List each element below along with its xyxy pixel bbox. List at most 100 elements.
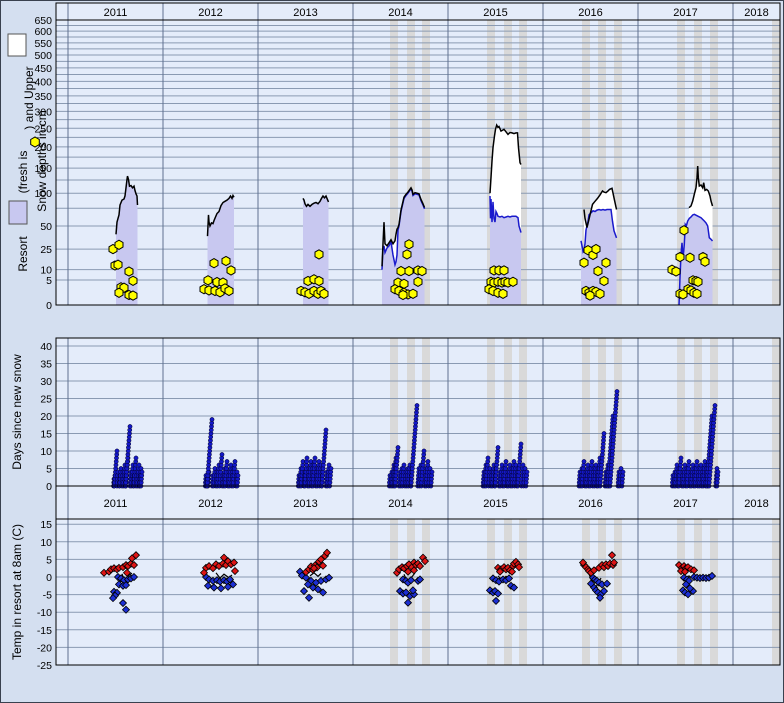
fresh-snow-marker	[408, 288, 418, 299]
temp-point-blue	[415, 575, 425, 584]
snow-tick-label: 5	[46, 275, 52, 287]
temp-connector-line	[309, 572, 322, 578]
days-since-snow-point	[614, 389, 620, 394]
fresh-snow-marker	[685, 252, 695, 263]
fresh-snow-marker	[114, 287, 124, 298]
days-since-snow-point	[678, 455, 684, 461]
fresh-snow-marker	[601, 257, 611, 268]
holiday-band	[772, 338, 780, 486]
fresh-snow-marker	[499, 265, 509, 276]
holiday-band	[582, 20, 590, 305]
holiday-band	[677, 338, 685, 486]
fresh-snow-marker	[417, 265, 427, 277]
holiday-band	[772, 20, 780, 305]
temp-point-blue	[209, 583, 219, 592]
snow-tick-label: 25	[40, 244, 52, 256]
temp-point-blue	[228, 580, 238, 589]
fresh-snow-marker	[224, 285, 234, 297]
holiday-band	[390, 519, 398, 665]
days-since-snow-point	[114, 448, 120, 454]
holiday-band	[422, 519, 430, 665]
temp-point-blue	[707, 571, 717, 581]
temp-point-blue	[225, 575, 235, 584]
holiday-band	[407, 20, 415, 305]
days-since-snow-point	[429, 469, 435, 475]
holiday-band	[614, 338, 622, 486]
days-since-snow-point	[136, 462, 142, 468]
temp-point-blue	[403, 598, 413, 607]
holiday-band	[598, 20, 606, 305]
holiday-band	[614, 519, 622, 665]
temp-point-blue	[121, 605, 131, 614]
year-label-top: 2013	[293, 7, 317, 19]
days-tick-label: 30	[40, 376, 52, 388]
temp-point-red	[129, 560, 139, 570]
fresh-snow-marker	[404, 239, 414, 250]
resort-snow-line	[580, 208, 618, 254]
holiday-band	[407, 338, 415, 486]
resort-snow-line	[206, 193, 235, 237]
fresh-snow-marker	[209, 258, 219, 269]
fresh-snow-marker	[221, 255, 231, 267]
temp-point-red	[122, 568, 132, 577]
fresh-snow-marker	[413, 276, 423, 287]
holiday-band	[582, 519, 590, 665]
days-since-snow-point	[401, 462, 407, 468]
temp-point-red	[127, 554, 137, 563]
year-label-top: 2016	[578, 7, 602, 19]
fresh-snow-marker	[678, 289, 688, 300]
year-label-top: 2018	[744, 7, 768, 19]
fresh-snow-marker	[314, 249, 324, 260]
days-since-snow-point	[414, 403, 420, 408]
temp-panel-bg	[56, 519, 780, 665]
fresh-snow-marker	[508, 276, 518, 287]
holiday-band	[694, 519, 702, 665]
temp-point-blue	[121, 581, 131, 590]
fresh-snow-marker	[675, 251, 685, 263]
days-since-snow-point	[485, 455, 491, 461]
fresh-snow-marker	[700, 256, 710, 267]
temp-tick-label: -10	[37, 607, 52, 619]
panel-frame	[55, 518, 781, 666]
snow-panel	[108, 123, 714, 306]
days-since-snow-point	[326, 462, 332, 468]
temp-point-blue	[595, 593, 605, 602]
holiday-band	[694, 338, 702, 486]
temp-point-red	[230, 566, 240, 576]
resort-snow-area	[382, 188, 425, 305]
tick-labels: 0510255010015020025030035040045050055060…	[34, 15, 52, 672]
holiday-band	[710, 519, 718, 665]
resort-snow-line	[489, 195, 522, 233]
temp-point-red	[309, 564, 319, 573]
temp-point-blue	[108, 594, 118, 603]
snow-tick-label: 550	[34, 38, 52, 50]
days-ylabel: Days since new snow	[10, 354, 24, 470]
temp-point-blue	[313, 585, 323, 594]
days-since-snow-point	[395, 445, 401, 450]
days-tick-label: 40	[40, 341, 52, 353]
holiday-band	[519, 338, 527, 486]
holiday-band	[519, 519, 527, 665]
holiday-band	[710, 20, 718, 305]
holiday-band	[390, 338, 398, 486]
days-since-snow-point	[427, 466, 433, 471]
days-since-snow-point	[304, 455, 310, 461]
days-since-snow-point	[524, 469, 530, 475]
days-since-snow-point	[209, 417, 215, 422]
resort-snow-line	[302, 194, 330, 208]
days-since-snow-point	[712, 403, 718, 408]
year-label-top: 2011	[104, 7, 128, 19]
temp-point-blue	[303, 580, 313, 589]
temp-point-red	[420, 557, 430, 566]
holiday-band	[772, 519, 780, 665]
days-since-snow-point	[520, 462, 526, 468]
snow-ylabel-fresh: (fresh is	[16, 151, 30, 194]
snow-tick-label: 600	[34, 26, 52, 38]
holiday-band	[614, 20, 622, 305]
days-since-snow-point	[425, 459, 431, 464]
panel-frames	[55, 2, 781, 666]
snow-tick-label: 10	[40, 265, 52, 277]
snow-tick-label: 500	[34, 50, 52, 62]
fresh-snow-marker	[404, 265, 414, 277]
